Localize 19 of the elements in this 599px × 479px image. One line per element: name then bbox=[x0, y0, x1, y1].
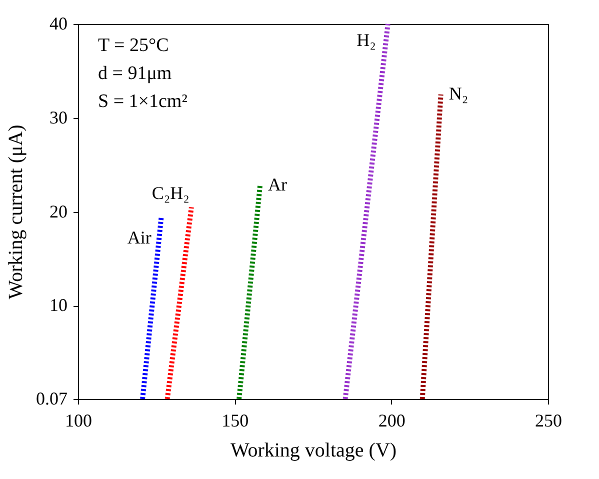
x-tick-label: 100 bbox=[65, 410, 92, 430]
x-tick-label: 250 bbox=[535, 410, 562, 430]
series-label: H₂ bbox=[356, 30, 376, 50]
series-label: Air bbox=[127, 228, 152, 248]
series-label: C₂H₂ bbox=[152, 183, 190, 204]
series-label: Ar bbox=[268, 174, 288, 195]
annotation: d = 91μm bbox=[98, 63, 172, 84]
y-tick-label: 0.07 bbox=[36, 388, 68, 408]
x-axis-title: Working voltage (V) bbox=[230, 440, 397, 462]
y-tick-label: 30 bbox=[50, 107, 68, 128]
y-tick-label: 10 bbox=[50, 295, 68, 316]
series-label: N₂ bbox=[448, 83, 468, 104]
annotation: S = 1×1cm² bbox=[98, 91, 188, 112]
x-tick-label: 150 bbox=[222, 410, 249, 430]
x-tick-label: 200 bbox=[378, 410, 406, 430]
y-tick-label: 20 bbox=[50, 201, 68, 222]
annotation: T = 25°C bbox=[98, 35, 169, 56]
y-tick-label: 40 bbox=[50, 14, 68, 34]
y-axis-title: Working current (μA) bbox=[5, 124, 27, 300]
